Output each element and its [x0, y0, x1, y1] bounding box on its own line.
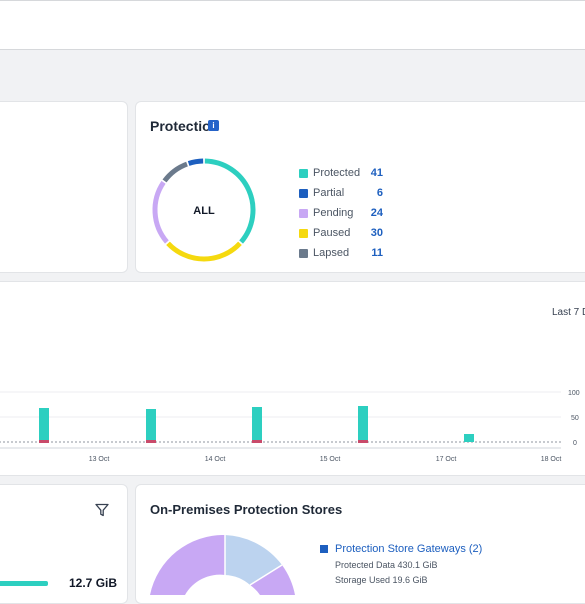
activity-bar-chart: 100 50 0 13 Oct 14 Oct 15 Oct 17 Oct 18 … [0, 390, 580, 463]
activity-bar[interactable] [252, 407, 262, 442]
donut-center-label: ALL [193, 205, 215, 217]
legend-swatch [299, 229, 308, 238]
legend-value: 30 [370, 227, 383, 239]
bottom-left-card: 12.7 GiB [0, 484, 128, 604]
range-label[interactable]: Last 7 D [552, 307, 585, 318]
on-prem-title: On-Premises Protection Stores [150, 502, 343, 517]
gateways-link[interactable]: Protection Store Gateways (2) [335, 543, 483, 555]
protection-title: Protection [150, 118, 220, 134]
legend-value: 41 [370, 167, 383, 179]
legend-swatch [299, 189, 308, 198]
donut-segment-pending[interactable] [152, 180, 169, 244]
summary-card-left [0, 101, 128, 273]
legend-swatch [299, 209, 308, 218]
legend-value: 24 [370, 207, 383, 219]
legend-value: 11 [371, 247, 383, 259]
activity-bar[interactable] [39, 408, 49, 442]
filter-icon[interactable] [95, 503, 109, 517]
activity-bar[interactable] [464, 434, 474, 442]
activity-bar[interactable] [358, 406, 368, 442]
legend-swatch-gateways [320, 545, 328, 553]
y-tick-label: 100 [568, 390, 580, 397]
legend-label: Protected [313, 167, 361, 179]
y-tick-label: 50 [571, 415, 579, 422]
legend-value: 6 [376, 187, 383, 199]
x-tick-label: 15 Oct [320, 456, 341, 463]
activity-chart-card: Last 7 D 100 50 0 13 Oct 14 Oct 15 Oct 1… [0, 281, 585, 476]
activity-bar-base [358, 440, 368, 443]
protected-data-text: Protected Data 430.1 GiB [335, 560, 438, 570]
x-tick-label: 13 Oct [89, 456, 110, 463]
info-icon[interactable]: i [208, 120, 219, 131]
usage-bar [0, 581, 48, 586]
x-tick-label: 18 Oct [541, 456, 562, 463]
protection-donut[interactable]: ALL [150, 156, 258, 264]
legend-label: Lapsed [313, 247, 350, 259]
legend-swatch [299, 249, 308, 258]
legend-label: Partial [313, 187, 345, 199]
activity-bar-base [146, 440, 156, 443]
on-prem-stores-card: On-Premises Protection Stores Protection… [135, 484, 585, 604]
on-prem-donut[interactable] [150, 535, 300, 595]
legend-swatch [299, 169, 308, 178]
legend-label: Paused [313, 227, 351, 239]
usage-value: 12.7 GiB [69, 576, 118, 590]
x-tick-label: 14 Oct [205, 456, 226, 463]
activity-bar-base [39, 440, 49, 443]
x-tick-label: 17 Oct [436, 456, 457, 463]
donut-segment-paused[interactable] [166, 241, 242, 262]
donut-segment-partial[interactable] [187, 158, 204, 166]
legend-label: Pending [313, 207, 354, 219]
protection-card: Protection i ALL Protected 41 Partial 6 … [135, 101, 585, 273]
activity-bar-base [252, 440, 262, 443]
storage-used-text: Storage Used 19.6 GiB [335, 575, 428, 585]
activity-bar[interactable] [146, 409, 156, 442]
top-bar [0, 0, 585, 50]
donut-segment-protected[interactable] [204, 158, 256, 244]
donut-segment-lapsed[interactable] [162, 161, 188, 183]
y-tick-label: 0 [573, 440, 577, 447]
